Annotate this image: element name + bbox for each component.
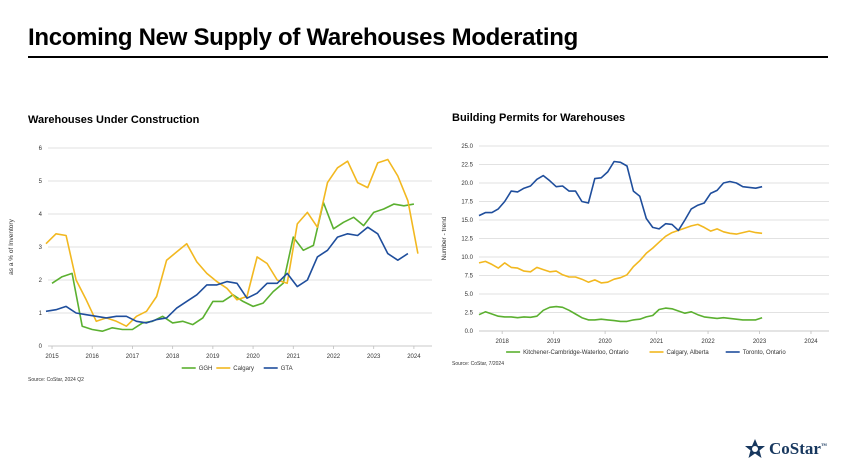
source-note-construction: Source: CoStar, 2024 Q2 [28, 377, 84, 383]
legend-label-gta: GTA [281, 366, 293, 372]
y-tick-label: 7.5 [465, 274, 474, 280]
series-line-calgary-alberta [478, 223, 763, 284]
x-tick-label: 2020 [246, 354, 260, 360]
y-tick-label: 12.5 [461, 237, 473, 243]
x-tick-label: 2018 [495, 339, 509, 345]
costar-logo: CoStar™ [744, 438, 827, 460]
x-tick-label: 2015 [45, 354, 59, 360]
y-tick-label: 2.5 [465, 311, 474, 317]
x-tick-label: 2021 [287, 354, 301, 360]
x-tick-label: 2018 [166, 354, 180, 360]
series-line-gta [45, 226, 409, 324]
y-tick-label: 20.0 [461, 181, 473, 187]
x-tick-label: 2022 [701, 339, 715, 345]
y-tick-label: 17.5 [461, 200, 473, 206]
chart-warehouses-under-construction: 0 1 2 3 4 5 6 2015 2016 2017 2018 2019 2020 2021 2022 2… [8, 146, 432, 372]
chart-title-permits: Building Permits for Warehouses [452, 112, 626, 124]
legend-label-ggh: GGH [199, 366, 213, 372]
series-line-calgary [45, 158, 419, 327]
chart-building-permits: 0.0 2.5 5.0 7.5 10.0 12.5 15.0 17.5 20.0 22.5 25.0… [441, 144, 829, 356]
page-title: Incoming New Supply of Warehouses Modera… [28, 24, 578, 51]
y-axis-title: as a % of Inventory [8, 218, 15, 274]
y-tick-label: 0.0 [465, 329, 474, 335]
x-tick-label: 2024 [407, 354, 421, 360]
y-tick-label: 5 [39, 179, 43, 185]
costar-star-icon [745, 439, 765, 458]
x-tick-label: 2016 [86, 354, 100, 360]
y-tick-label: 6 [39, 146, 43, 152]
title-divider [28, 56, 828, 58]
y-tick-label: 4 [39, 212, 43, 218]
y-tick-label: 1 [39, 311, 43, 317]
series-line-toronto-ontario [478, 160, 763, 232]
x-tick-label: 2019 [547, 339, 561, 345]
y-tick-label: 25.0 [461, 144, 473, 150]
legend-label-toronto-ontario: Toronto, Ontario [743, 350, 787, 356]
legend-label-kitchener-cambridge-waterloo-ontario: Kitchener-Cambridge-Waterloo, Ontario [523, 350, 629, 356]
x-tick-label: 2021 [650, 339, 664, 345]
chart-title-construction: Warehouses Under Construction [28, 114, 200, 126]
y-tick-label: 0 [39, 344, 43, 350]
x-tick-label: 2019 [206, 354, 220, 360]
costar-wordmark: CoStar™ [769, 439, 827, 458]
series-line-kitchener-cambridge-waterloo-ontario [478, 305, 763, 323]
y-tick-label: 2 [39, 278, 43, 284]
y-tick-label: 5.0 [465, 292, 474, 298]
x-tick-label: 2023 [367, 354, 381, 360]
legend-label-calgary-alberta: Calgary, Alberta [667, 350, 710, 356]
x-tick-label: 2017 [126, 354, 140, 360]
y-tick-label: 3 [39, 245, 43, 251]
x-tick-label: 2022 [327, 354, 341, 360]
y-tick-label: 22.5 [461, 163, 473, 169]
y-tick-label: 10.0 [461, 255, 473, 261]
y-axis-title: Number - trend [441, 216, 448, 260]
x-tick-label: 2023 [753, 339, 767, 345]
y-tick-label: 15.0 [461, 218, 473, 224]
x-tick-label: 2024 [804, 339, 818, 345]
x-tick-label: 2020 [598, 339, 612, 345]
series-line-ggh [51, 201, 415, 332]
source-note-permits: Source: CoStar, 7/2024 [452, 361, 504, 367]
legend-label-calgary: Calgary [233, 366, 254, 372]
